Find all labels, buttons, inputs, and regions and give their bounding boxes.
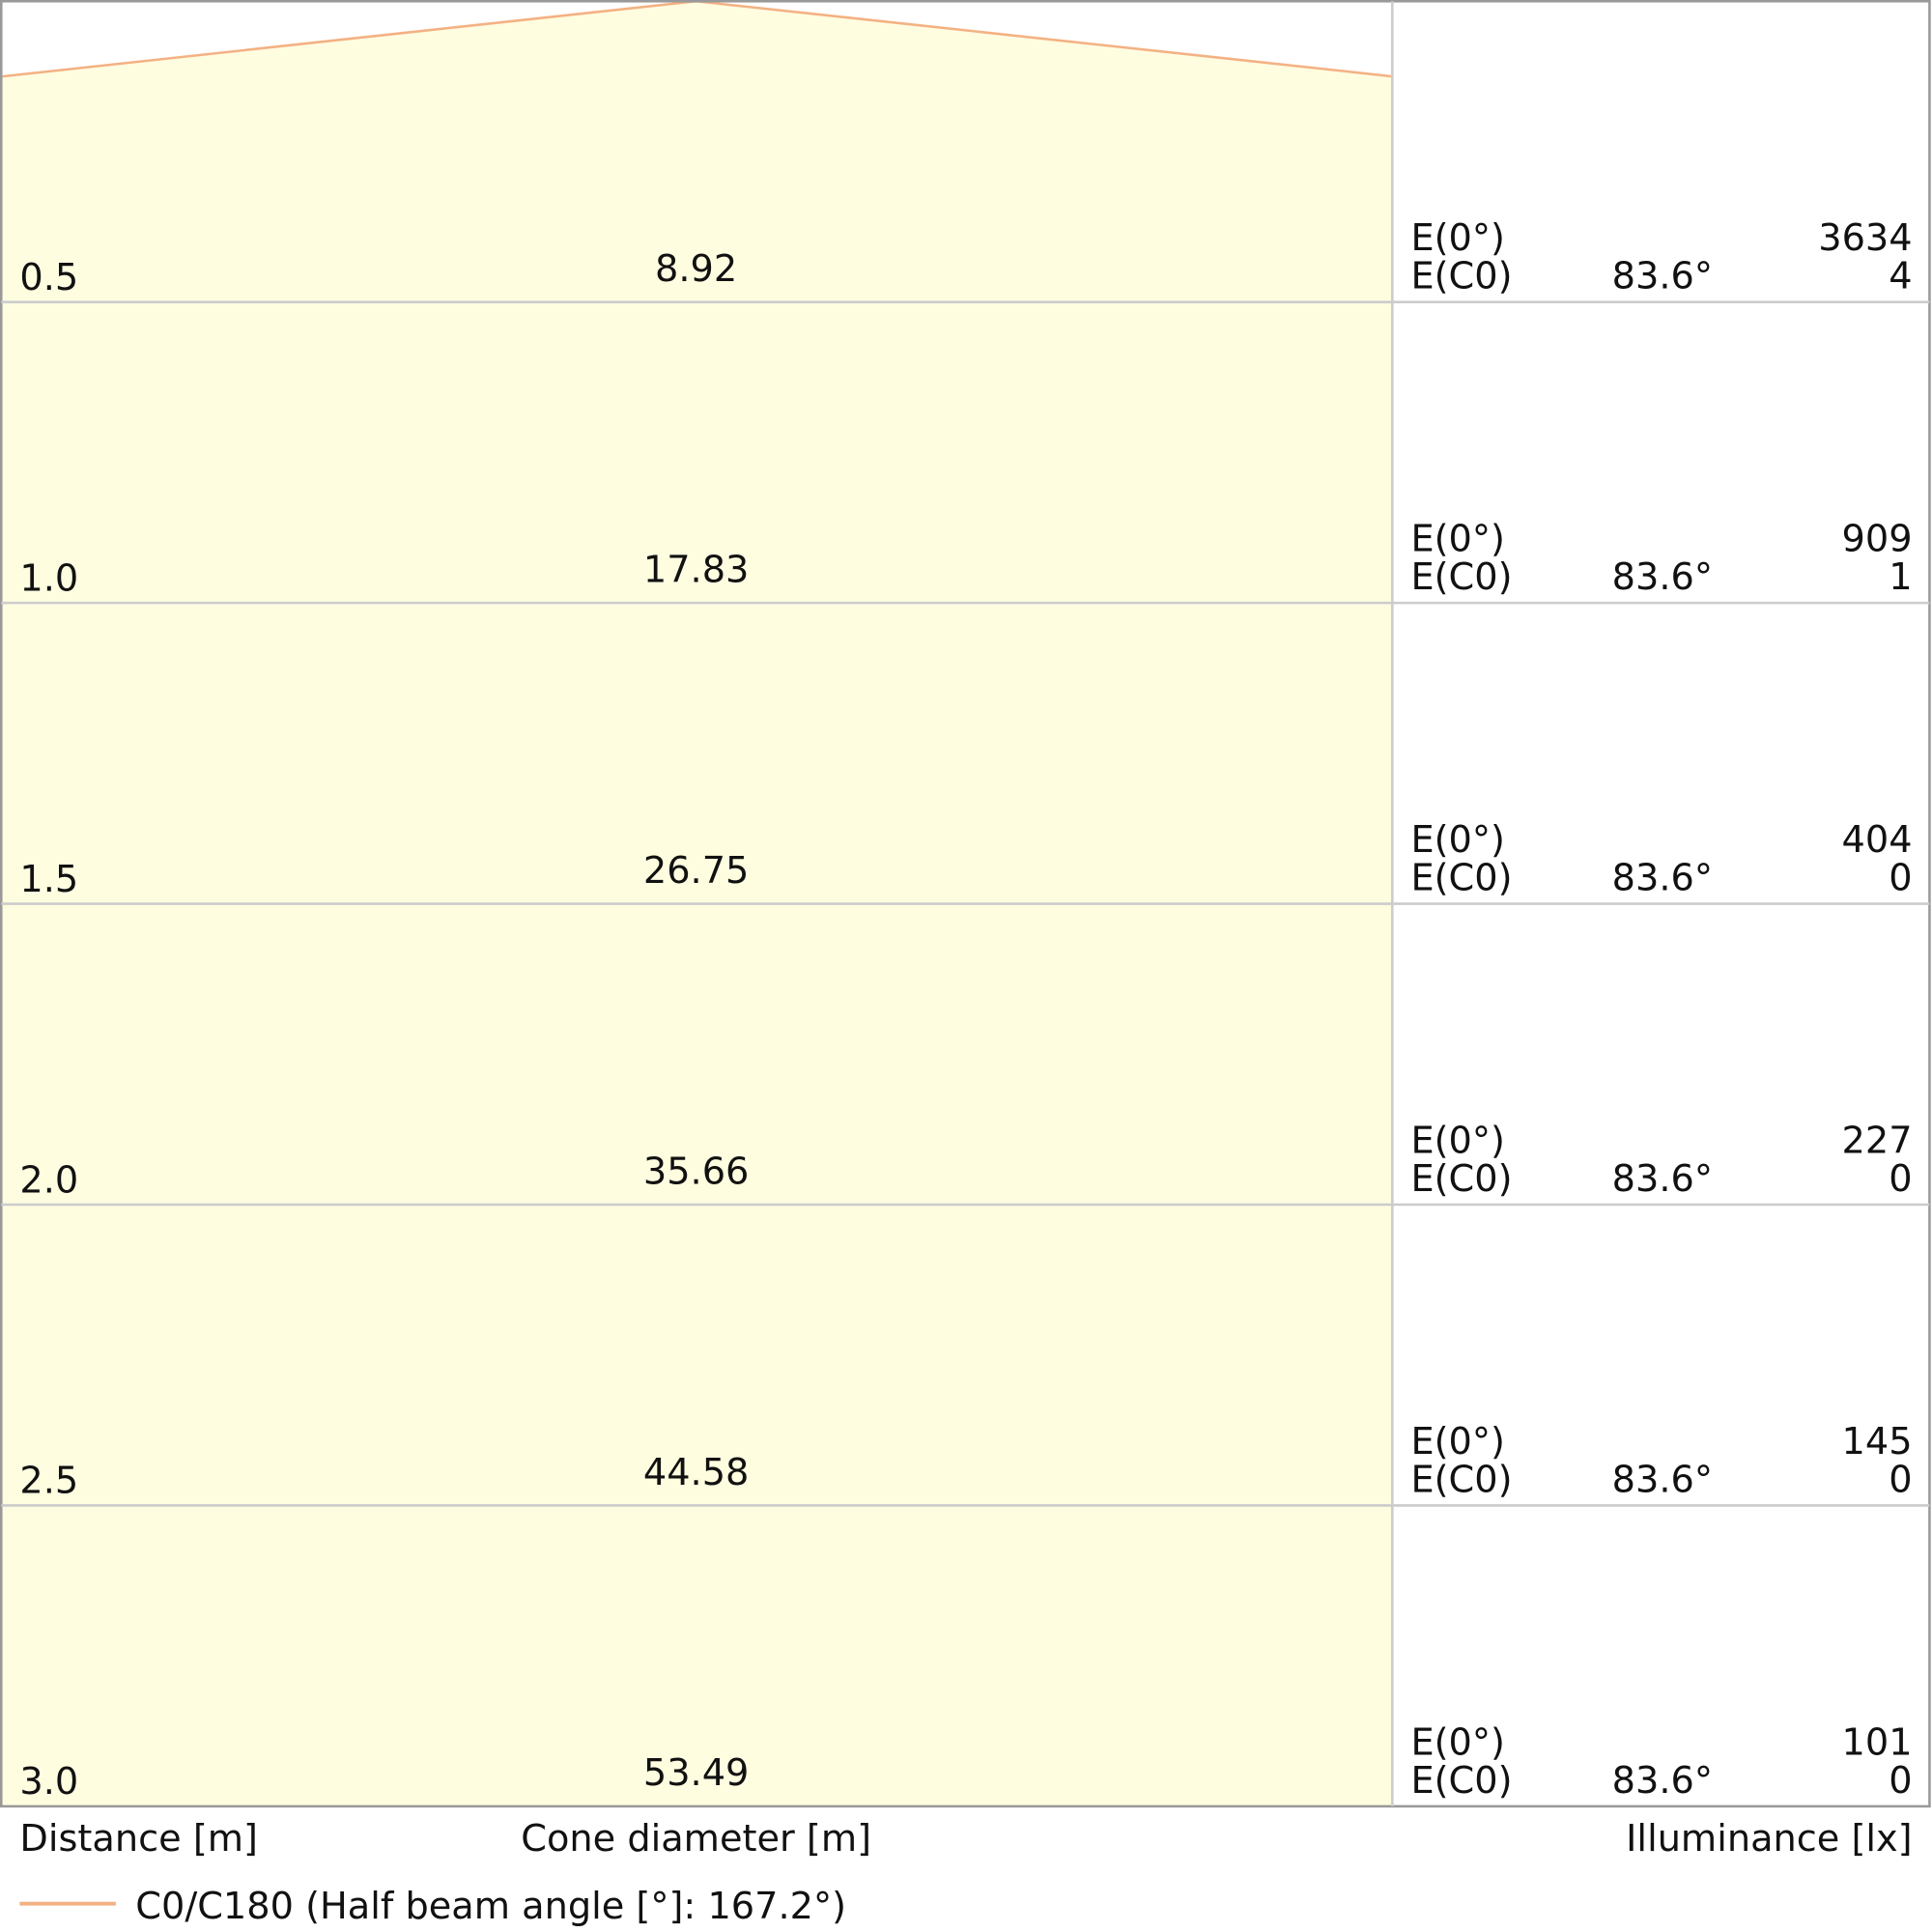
e0-label: E(0°) [1410,1720,1504,1764]
e0-value: 101 [1842,1720,1913,1764]
e0-label: E(0°) [1410,1119,1504,1162]
e0-label: E(0°) [1410,818,1504,862]
footer-distance: Distance [m] [19,1817,258,1861]
legend-text: C0/C180 (Half beam angle [°]: 167.2°) [135,1885,846,1928]
ec0-value: 4 [1889,255,1912,298]
ec0-value: 1 [1889,555,1912,599]
e0-value: 227 [1842,1119,1913,1162]
ec0-label: E(C0) [1410,1759,1512,1803]
angle: 83.6° [1612,1458,1713,1501]
cone-diameter: 53.49 [643,1751,750,1795]
ec0-value: 0 [1889,857,1912,900]
e0-value: 145 [1842,1420,1913,1463]
footer-illuminance: Illuminance [lx] [1626,1817,1912,1861]
cone-diameter: 17.83 [643,548,750,591]
ec0-label: E(C0) [1410,1458,1512,1501]
e0-label: E(0°) [1410,1420,1504,1463]
e0-value: 404 [1842,818,1913,862]
distance: 2.0 [19,1158,78,1202]
cone-diameter: 35.66 [643,1150,750,1193]
distance: 1.5 [19,858,78,901]
ec0-label: E(C0) [1410,857,1512,900]
e0-value: 909 [1842,518,1913,561]
ec0-label: E(C0) [1410,255,1512,298]
ec0-value: 0 [1889,1458,1912,1501]
angle: 83.6° [1612,1157,1713,1201]
e0-label: E(0°) [1410,518,1504,561]
distance: 2.5 [19,1460,78,1503]
angle: 83.6° [1612,1759,1713,1803]
distance: 1.0 [19,556,78,600]
angle: 83.6° [1612,555,1713,599]
ec0-label: E(C0) [1410,555,1512,599]
distance: 0.5 [19,256,78,299]
e0-value: 3634 [1818,216,1912,260]
angle: 83.6° [1612,857,1713,900]
cone-diameter: 8.92 [655,247,737,291]
ec0-value: 0 [1889,1157,1912,1201]
ec0-value: 0 [1889,1759,1912,1803]
distance: 3.0 [19,1760,78,1804]
cone-diameter: 44.58 [643,1451,750,1494]
cone-diameter: 26.75 [643,849,750,893]
e0-label: E(0°) [1410,216,1504,260]
footer-diameter: Cone diameter [m] [521,1817,871,1861]
angle: 83.6° [1612,255,1713,298]
ec0-label: E(C0) [1410,1157,1512,1201]
